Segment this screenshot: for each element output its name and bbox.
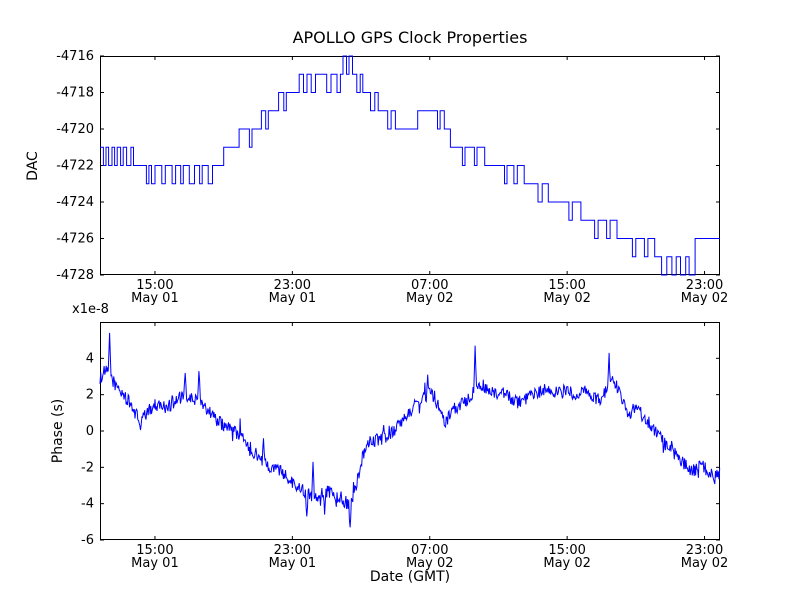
phase-scale-offset-label: x1e-8 (72, 302, 109, 317)
axes-frame (100, 56, 720, 275)
tick-label: -4728 (56, 268, 94, 283)
tick-label: May 01 (269, 556, 317, 571)
tick-label: May 02 (406, 556, 454, 571)
tick-label: -4720 (56, 122, 94, 137)
tick-label: May 02 (543, 291, 591, 306)
tick-label: 07:00 (411, 543, 448, 558)
tick-label: 0 (86, 424, 94, 439)
tick-label: May 02 (406, 291, 454, 306)
tick-label: 23:00 (686, 278, 723, 293)
tick-label: May 01 (131, 556, 179, 571)
tick-label: May 02 (681, 556, 729, 571)
tick-label: 4 (86, 351, 94, 366)
tick-label: May 02 (543, 556, 591, 571)
tick-label: May 02 (681, 291, 729, 306)
tick-label: -4 (81, 497, 94, 512)
chart-title: APOLLO GPS Clock Properties (292, 28, 528, 47)
tick-label: May 01 (131, 291, 179, 306)
tick-label: 2 (86, 388, 94, 403)
x-axis-label: Date (GMT) (369, 569, 451, 585)
tick-label: -4726 (56, 232, 94, 247)
tick-label: 15:00 (548, 278, 585, 293)
tick-label: 23:00 (274, 543, 311, 558)
tick-label: -4724 (56, 195, 94, 210)
tick-label: 07:00 (411, 278, 448, 293)
tick-label: 23:00 (274, 278, 311, 293)
tick-label: May 01 (269, 291, 317, 306)
tick-label: 15:00 (136, 278, 173, 293)
axes-frame (100, 322, 720, 540)
tick-label: 23:00 (686, 543, 723, 558)
tick-label: 15:00 (136, 543, 173, 558)
phase-series-line (99, 332, 721, 528)
tick-label: -4716 (56, 49, 94, 64)
tick-label: -4722 (56, 159, 94, 174)
tick-label: -4718 (56, 86, 94, 101)
tick-label: 15:00 (548, 543, 585, 558)
tick-label: -2 (81, 460, 94, 475)
dac-series-line (100, 55, 720, 276)
tick-label: -6 (81, 533, 94, 548)
